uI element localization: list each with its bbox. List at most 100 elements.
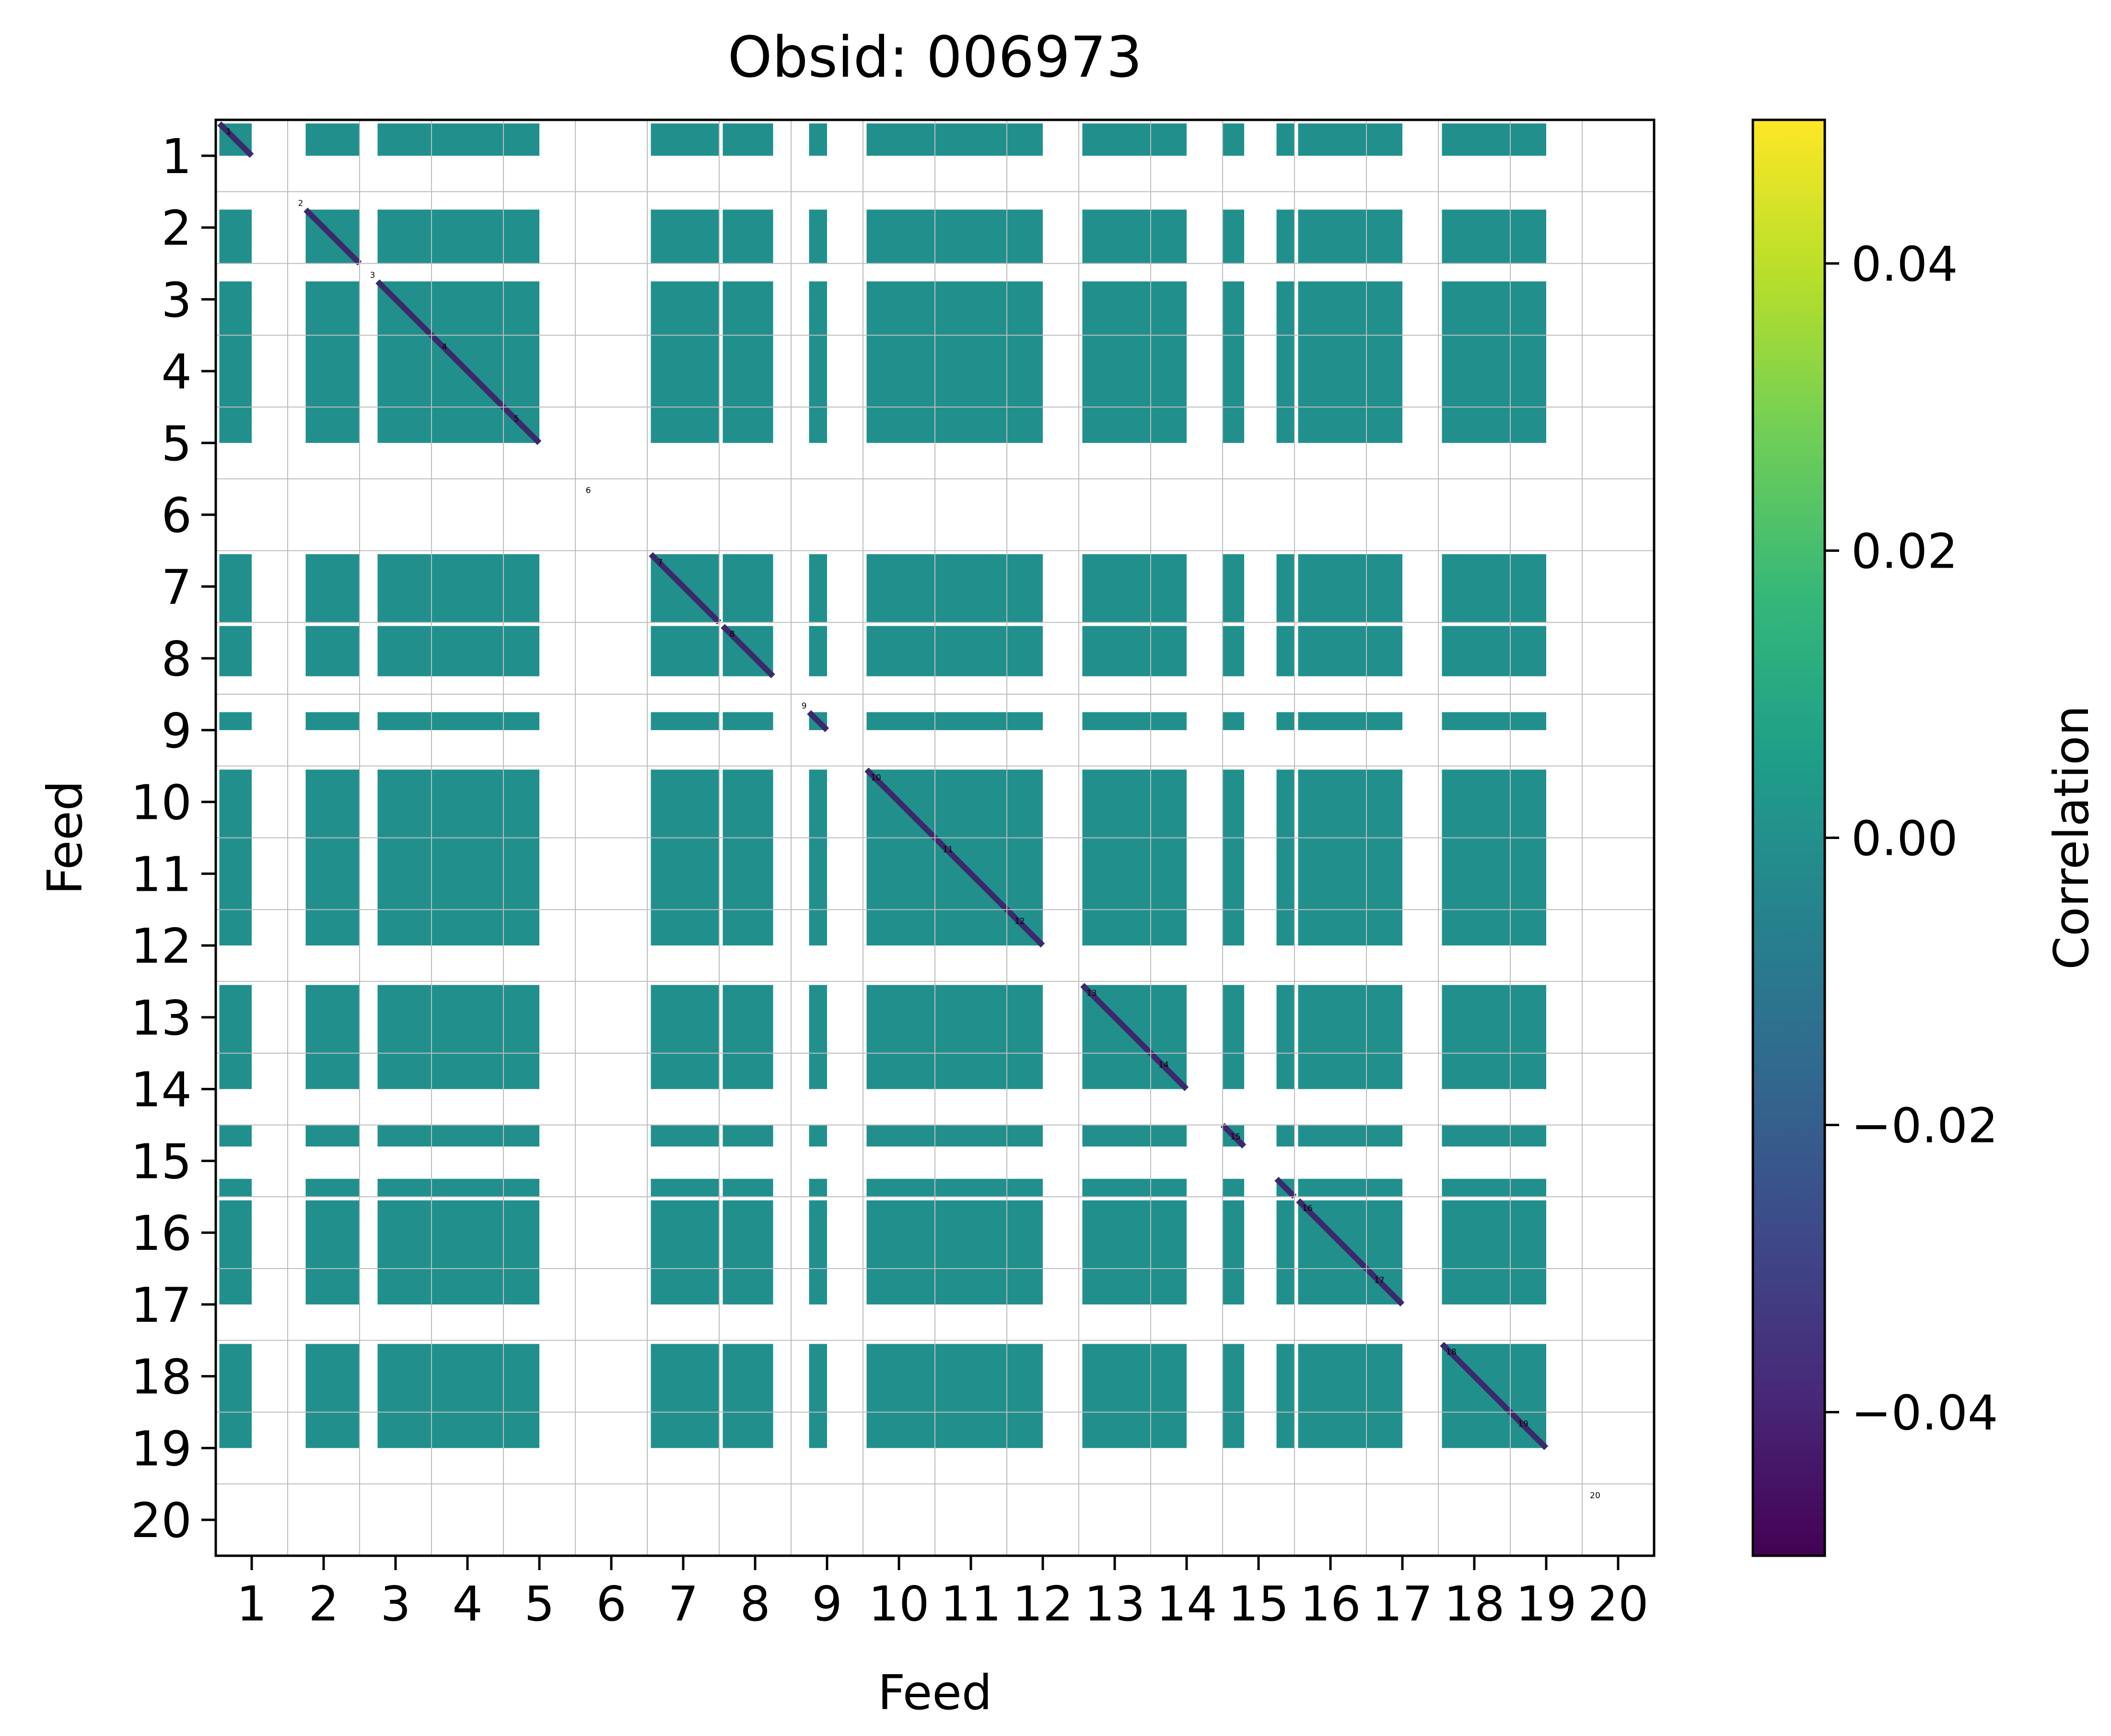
heatmap-cell-11-15 bbox=[1223, 838, 1244, 910]
heatmap-cell-19-16 bbox=[1276, 1412, 1295, 1448]
diagonal-label-20: 20 bbox=[1590, 1491, 1600, 1501]
heatmap-cell-5-16 bbox=[1276, 407, 1295, 443]
heatmap-cell-16-4 bbox=[432, 1178, 503, 1197]
heatmap-cell-2-3 bbox=[377, 210, 432, 264]
heatmap-cell-1-14 bbox=[1151, 123, 1187, 156]
heatmap-cell-10-4 bbox=[432, 769, 503, 838]
heatmap-cell-19-3 bbox=[377, 1412, 432, 1448]
heatmap-cell-17-16 bbox=[1298, 1269, 1366, 1305]
diagonal-self-correlation-8 bbox=[721, 624, 775, 678]
heatmap-cell-11-10 bbox=[866, 838, 935, 910]
heatmap-cell-11-16 bbox=[1298, 838, 1366, 910]
diagonal-self-correlation-3 bbox=[375, 279, 434, 338]
heatmap-cell-18-2 bbox=[305, 1344, 360, 1412]
heatmap-cell-13-11 bbox=[935, 985, 1007, 1053]
heatmap-cell-16-9 bbox=[809, 1200, 827, 1269]
diagonal-label-4: 4 bbox=[442, 342, 447, 352]
diagonal-label-7: 7 bbox=[658, 558, 663, 567]
x-tick-label-1: 1 bbox=[236, 1576, 267, 1632]
heatmap-cell-11-19 bbox=[1510, 838, 1546, 910]
heatmap-cell-9-18 bbox=[1442, 712, 1510, 730]
heatmap-cell-11-18 bbox=[1442, 838, 1510, 910]
diagonal-label-1: 1 bbox=[226, 127, 232, 137]
heatmap-cell-18-14 bbox=[1151, 1344, 1187, 1412]
heatmap-cell-12-5 bbox=[503, 909, 539, 946]
heatmap-cell-15-11 bbox=[935, 1125, 1007, 1147]
diagonal-cells bbox=[217, 121, 1549, 1450]
heatmap-cell-7-4 bbox=[432, 554, 503, 623]
heatmap-cell-15-3 bbox=[377, 1125, 432, 1147]
diagonal-self-correlation-11 bbox=[933, 836, 1009, 912]
diagonal-self-correlation-18 bbox=[1440, 1341, 1513, 1414]
heatmap-cell-16-10 bbox=[866, 1178, 935, 1197]
diagonal-label-13: 13 bbox=[1086, 989, 1097, 998]
heatmap-cell-10-12 bbox=[1007, 769, 1043, 838]
heatmap-cell-13-15 bbox=[1223, 985, 1244, 1053]
heatmap-cell-16-13 bbox=[1082, 1200, 1151, 1269]
heatmap-cell-11-5 bbox=[503, 838, 539, 910]
heatmap-cell-11-2 bbox=[305, 838, 360, 910]
heatmap-cell-13-4 bbox=[432, 985, 503, 1053]
heatmap-cell-19-7 bbox=[651, 1412, 719, 1448]
grid-lines bbox=[216, 120, 1654, 1556]
heatmap-cell-13-8 bbox=[723, 985, 773, 1053]
heatmap-cell-18-13 bbox=[1082, 1344, 1151, 1412]
heatmap-cell-18-7 bbox=[651, 1344, 719, 1412]
heatmap-cell-9-7 bbox=[651, 712, 719, 730]
colorbar-ticks: 0.04 0.02 0.00 −0.02 −0.04 bbox=[1825, 236, 1998, 1441]
heatmap-cell-16-16 bbox=[1276, 1200, 1295, 1269]
heatmap-cell-16-14 bbox=[1151, 1178, 1187, 1197]
y-tick-label-2: 2 bbox=[161, 200, 192, 256]
heatmap-cell-15-16 bbox=[1298, 1125, 1366, 1147]
heatmap-cell-1-7 bbox=[651, 123, 719, 156]
heatmap-cell-9-16 bbox=[1298, 712, 1366, 730]
heatmap-cell-19-4 bbox=[432, 1412, 503, 1448]
x-tick-label-2: 2 bbox=[308, 1576, 339, 1632]
heatmap-cell-13-16 bbox=[1276, 985, 1295, 1053]
heatmap-cell-8-18 bbox=[1442, 626, 1510, 676]
heatmap-cell-1-3 bbox=[377, 123, 432, 156]
heatmap-cell-1-10 bbox=[866, 123, 935, 156]
heatmap-cell-10-5 bbox=[503, 769, 539, 838]
heatmap-cell-4-2 bbox=[305, 335, 360, 407]
heatmap-cell-7-5 bbox=[503, 554, 539, 623]
heatmap-cell-12-4 bbox=[432, 909, 503, 946]
heatmap-cell-7-9 bbox=[809, 554, 827, 623]
heatmap-cell-8-13 bbox=[1082, 626, 1151, 676]
heatmap-cell-3-17 bbox=[1366, 281, 1402, 336]
y-tick-label-20: 20 bbox=[131, 1492, 192, 1549]
y-tick-label-1: 1 bbox=[161, 128, 192, 185]
heatmap-cell-3-11 bbox=[935, 281, 1007, 336]
heatmap-cell-15-13 bbox=[1082, 1125, 1151, 1147]
heatmap-cell-11-3 bbox=[377, 838, 432, 910]
heatmap-cell-8-1 bbox=[219, 626, 252, 676]
heatmap-cell-3-15 bbox=[1223, 281, 1244, 336]
heatmap-cell-7-14 bbox=[1151, 554, 1187, 623]
heatmap-cell-2-12 bbox=[1007, 210, 1043, 264]
diagonal-label-18: 18 bbox=[1446, 1348, 1457, 1357]
heatmap-cell-8-11 bbox=[935, 626, 1007, 676]
x-axis-label: Feed bbox=[878, 1665, 992, 1721]
heatmap-cell-12-18 bbox=[1442, 909, 1510, 946]
heatmap-cell-2-19 bbox=[1510, 210, 1546, 264]
heatmap-cell-13-5 bbox=[503, 985, 539, 1053]
colorbar-tick-label: 0.00 bbox=[1851, 811, 1958, 867]
heatmap-cell-17-16 bbox=[1276, 1269, 1295, 1305]
heatmap-cell-12-11 bbox=[935, 909, 1007, 946]
heatmap-cell-12-13 bbox=[1082, 909, 1151, 946]
heatmap-cell-14-18 bbox=[1442, 1053, 1510, 1089]
heatmap-cell-18-3 bbox=[377, 1344, 432, 1412]
colorbar bbox=[1751, 118, 1826, 1557]
heatmap-cell-17-12 bbox=[1007, 1269, 1043, 1305]
heatmap-cell-7-18 bbox=[1442, 554, 1510, 623]
diagonal-label-15: 15 bbox=[1230, 1132, 1241, 1142]
chart-title: Obsid: 006973 bbox=[728, 24, 1143, 90]
heatmap-cell-3-1 bbox=[219, 281, 252, 336]
diagonal-self-correlation-15 bbox=[1220, 1123, 1247, 1149]
heatmap-cell-10-2 bbox=[305, 769, 360, 838]
heatmap-cell-8-12 bbox=[1007, 626, 1043, 676]
heatmap-cell-5-15 bbox=[1223, 407, 1244, 443]
heatmap-cell-19-10 bbox=[866, 1412, 935, 1448]
heatmap-cell-13-3 bbox=[377, 985, 432, 1053]
